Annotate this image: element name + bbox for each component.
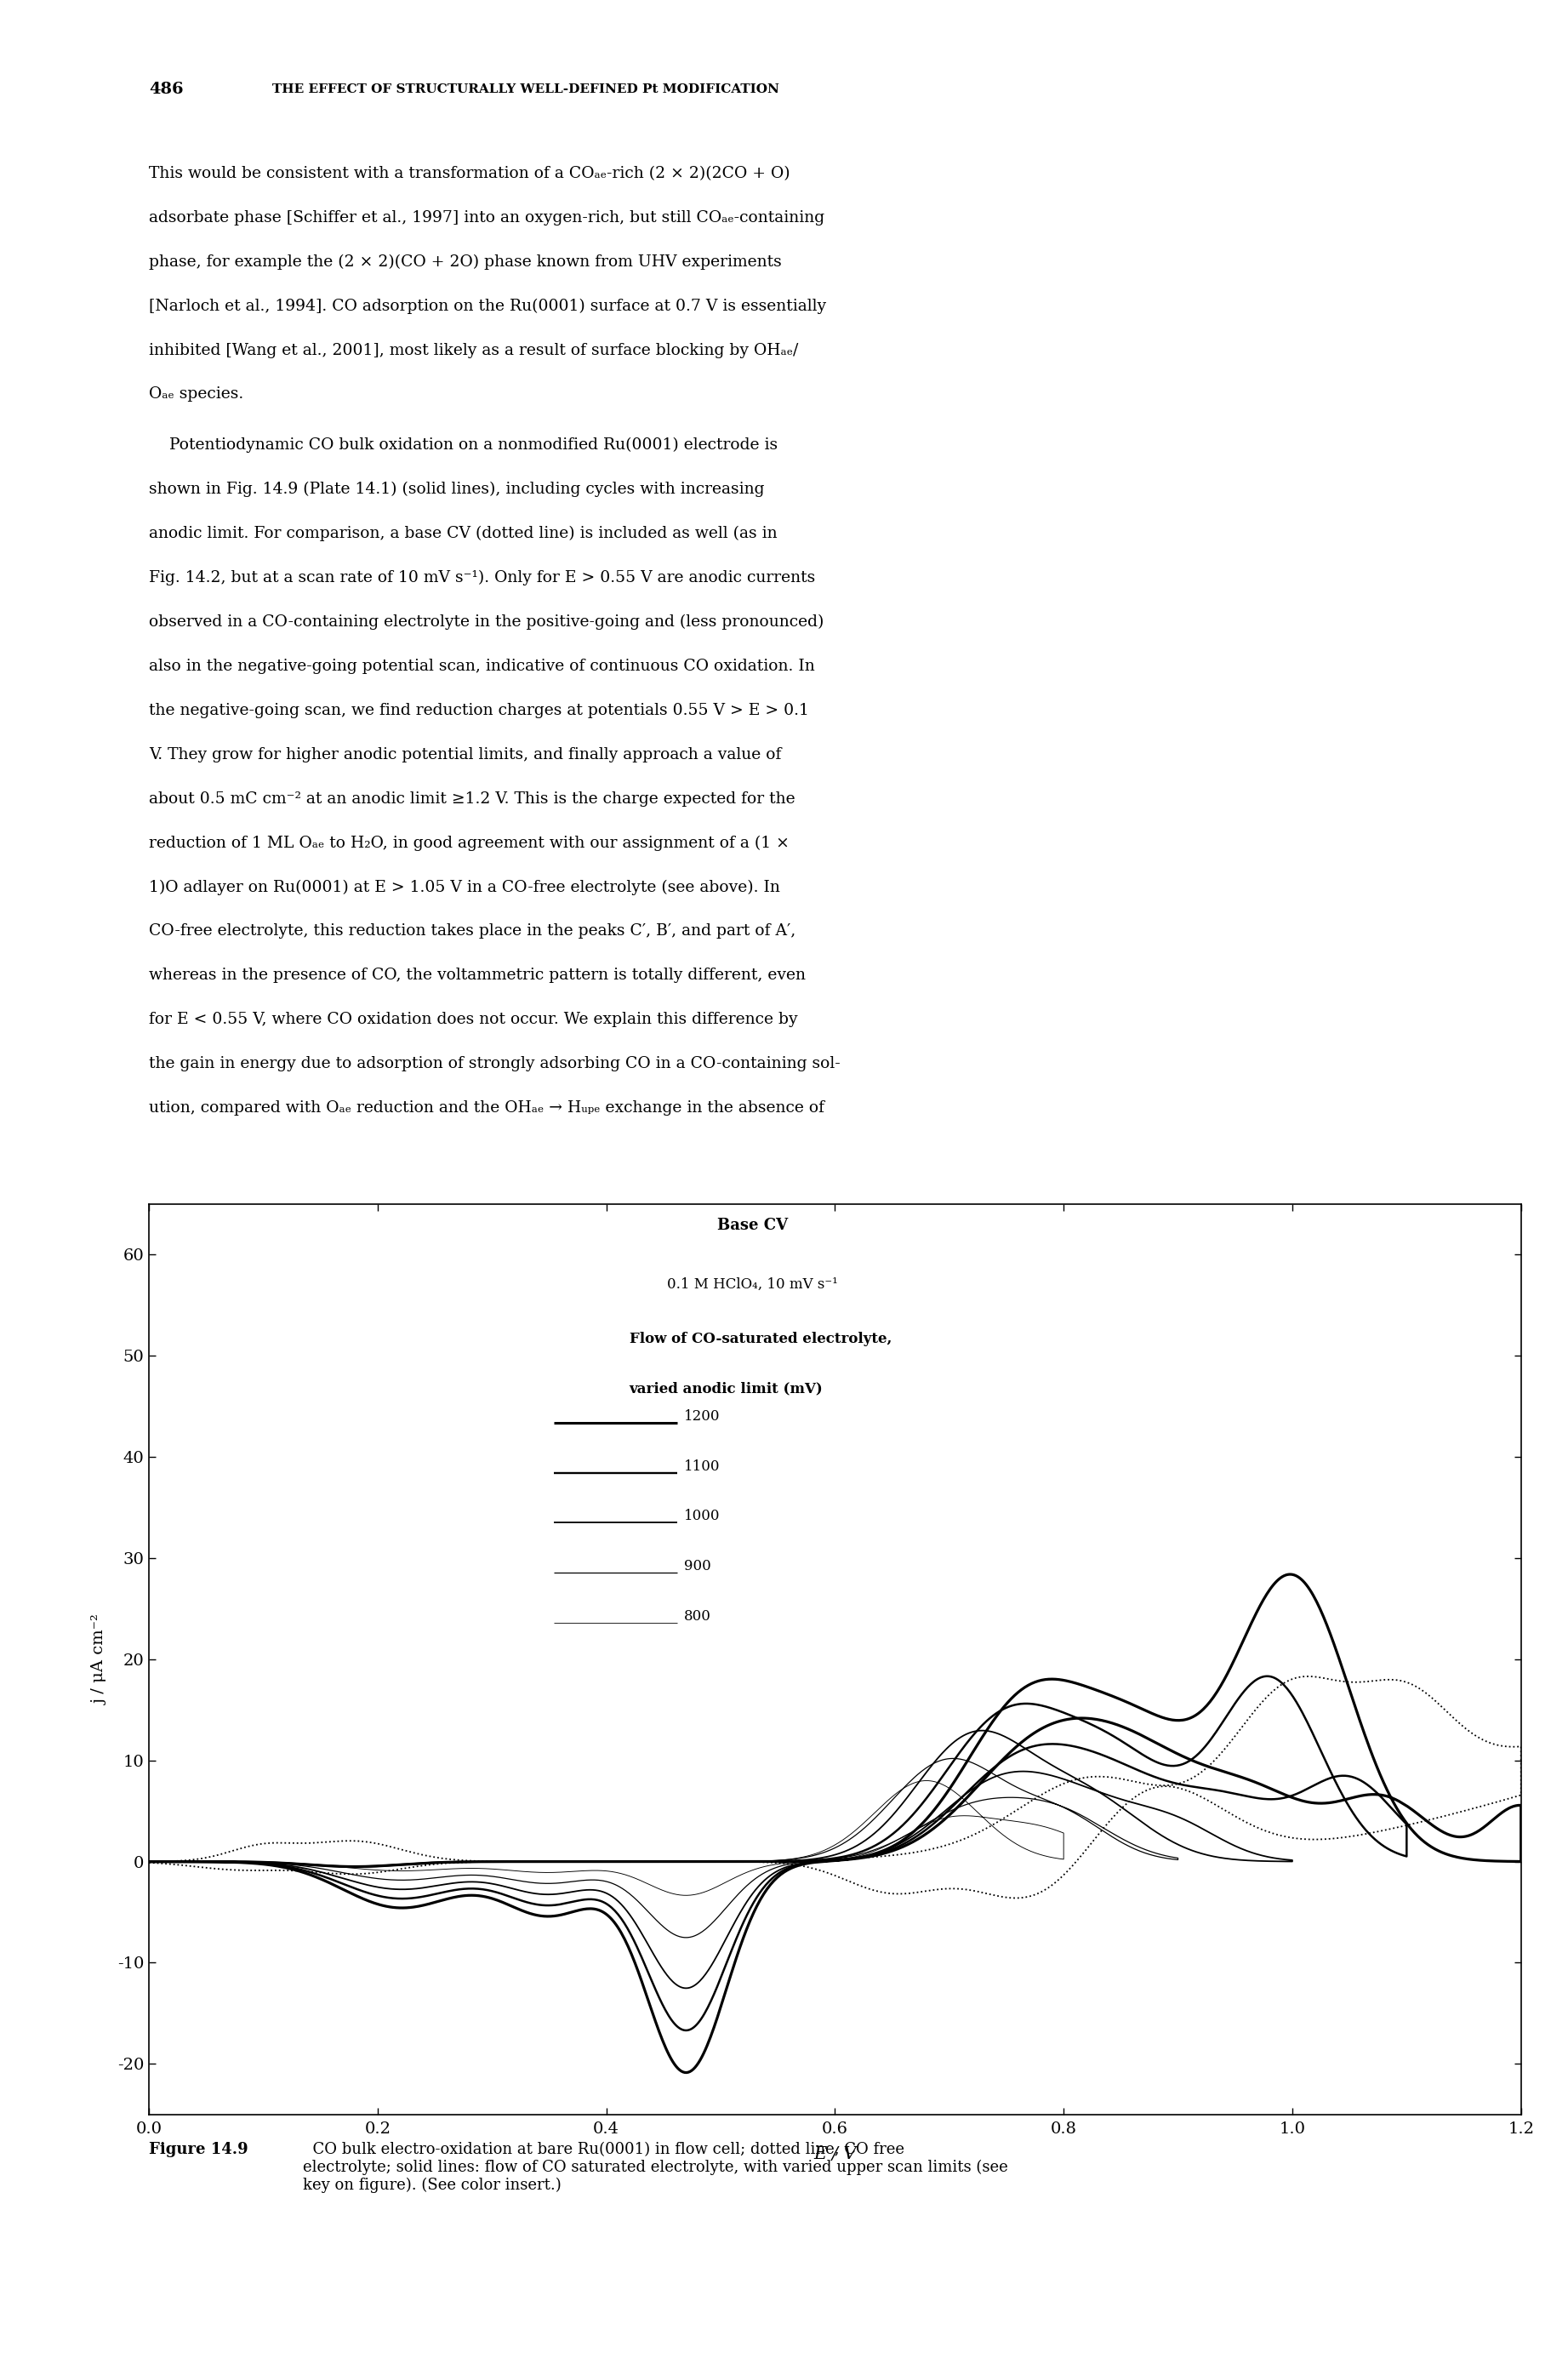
Text: 1000: 1000 [684,1508,720,1522]
Text: phase, for example the (2 × 2)(CO + 2O) phase known from UHV experiments: phase, for example the (2 × 2)(CO + 2O) … [149,255,782,269]
Text: 1)O adlayer on Ru(0001) at E > 1.05 V in a CO-free electrolyte (see above). In: 1)O adlayer on Ru(0001) at E > 1.05 V in… [149,879,781,896]
Text: Oₐₑ species.: Oₐₑ species. [149,388,243,402]
Text: the gain in energy due to adsorption of strongly adsorbing CO in a CO-containing: the gain in energy due to adsorption of … [149,1057,840,1071]
Text: adsorbate phase [Schiffer et al., 1997] into an oxygen-rich, but still COₐₑ-cont: adsorbate phase [Schiffer et al., 1997] … [149,210,825,225]
Text: Figure 14.9: Figure 14.9 [149,2142,248,2156]
Text: varied anodic limit (mV): varied anodic limit (mV) [629,1381,823,1397]
Text: CO-free electrolyte, this reduction takes place in the peaks C′, B′, and part of: CO-free electrolyte, this reduction take… [149,924,797,939]
Text: Base CV: Base CV [717,1217,789,1234]
Text: Fig. 14.2, but at a scan rate of 10 mV s⁻¹). Only for E > 0.55 V are anodic curr: Fig. 14.2, but at a scan rate of 10 mV s… [149,570,815,586]
Text: This would be consistent with a transformation of a COₐₑ-rich (2 × 2)(2CO + O): This would be consistent with a transfor… [149,165,790,182]
Text: shown in Fig. 14.9 (Plate 14.1) (solid lines), including cycles with increasing: shown in Fig. 14.9 (Plate 14.1) (solid l… [149,482,765,496]
Text: inhibited [Wang et al., 2001], most likely as a result of surface blocking by OH: inhibited [Wang et al., 2001], most like… [149,343,798,357]
Text: anodic limit. For comparison, a base CV (dotted line) is included as well (as in: anodic limit. For comparison, a base CV … [149,525,778,541]
Text: the negative-going scan, we find reduction charges at potentials 0.55 V > E > 0.: the negative-going scan, we find reducti… [149,702,809,719]
Text: Potentiodynamic CO bulk oxidation on a nonmodified Ru(0001) electrode is: Potentiodynamic CO bulk oxidation on a n… [149,437,778,454]
Text: 800: 800 [684,1610,712,1624]
Text: 486: 486 [149,83,183,97]
Text: THE EFFECT OF STRUCTURALLY WELL-DEFINED Pt MODIFICATION: THE EFFECT OF STRUCTURALLY WELL-DEFINED … [273,83,779,95]
Text: about 0.5 mC cm⁻² at an anodic limit ≥1.2 V. This is the charge expected for the: about 0.5 mC cm⁻² at an anodic limit ≥1.… [149,792,795,806]
Text: ution, compared with Oₐₑ reduction and the OHₐₑ → Hᵤₚₑ exchange in the absence o: ution, compared with Oₐₑ reduction and t… [149,1099,825,1116]
X-axis label: E / V: E / V [814,2147,856,2163]
Y-axis label: j / μA cm⁻²: j / μA cm⁻² [93,1615,108,1704]
Text: 900: 900 [684,1560,710,1574]
Text: 1200: 1200 [684,1409,720,1423]
Text: reduction of 1 ML Oₐₑ to H₂O, in good agreement with our assignment of a (1 ×: reduction of 1 ML Oₐₑ to H₂O, in good ag… [149,834,790,851]
Text: 0.1 M HClO₄, 10 mV s⁻¹: 0.1 M HClO₄, 10 mV s⁻¹ [668,1277,837,1291]
Text: observed in a CO-containing electrolyte in the positive-going and (less pronounc: observed in a CO-containing electrolyte … [149,615,823,629]
Text: also in the negative-going potential scan, indicative of continuous CO oxidation: also in the negative-going potential sca… [149,660,815,674]
Text: whereas in the presence of CO, the voltammetric pattern is totally different, ev: whereas in the presence of CO, the volta… [149,967,806,983]
Text: V. They grow for higher anodic potential limits, and finally approach a value of: V. They grow for higher anodic potential… [149,747,781,761]
Text: CO bulk electro-oxidation at bare Ru(0001) in flow cell; dotted line, CO free
el: CO bulk electro-oxidation at bare Ru(000… [303,2142,1008,2194]
Text: Flow of CO-saturated electrolyte,: Flow of CO-saturated electrolyte, [629,1331,892,1345]
Text: [Narloch et al., 1994]. CO adsorption on the Ru(0001) surface at 0.7 V is essent: [Narloch et al., 1994]. CO adsorption on… [149,298,826,314]
Text: for E < 0.55 V, where CO oxidation does not occur. We explain this difference by: for E < 0.55 V, where CO oxidation does … [149,1012,798,1028]
Text: 1100: 1100 [684,1459,720,1473]
